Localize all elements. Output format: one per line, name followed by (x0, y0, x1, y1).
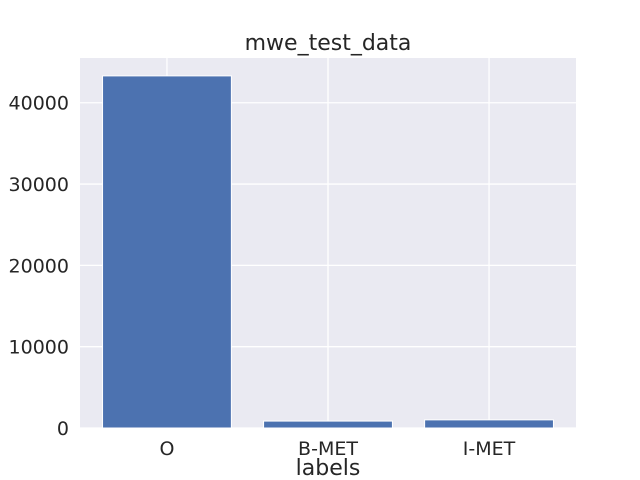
bar-b-met (263, 420, 393, 429)
x-tick-labels: O B-MET I-MET (159, 438, 515, 460)
bars (102, 75, 554, 429)
x-axis-label: labels (296, 456, 361, 480)
y-tick-label: 40000 (9, 93, 69, 115)
y-tick-labels: 0 10000 20000 30000 40000 (9, 93, 69, 440)
y-tick-label: 30000 (9, 174, 69, 196)
y-tick-label: 10000 (9, 337, 69, 359)
bar-o (102, 75, 232, 429)
x-tick-label: O (159, 438, 174, 460)
x-tick-label: B-MET (298, 438, 358, 460)
y-tick-label: 20000 (9, 255, 69, 277)
x-tick-label: I-MET (463, 438, 516, 460)
y-tick-label: 0 (57, 418, 69, 440)
chart-title: mwe_test_data (245, 31, 412, 56)
bar-i-met (424, 419, 554, 429)
